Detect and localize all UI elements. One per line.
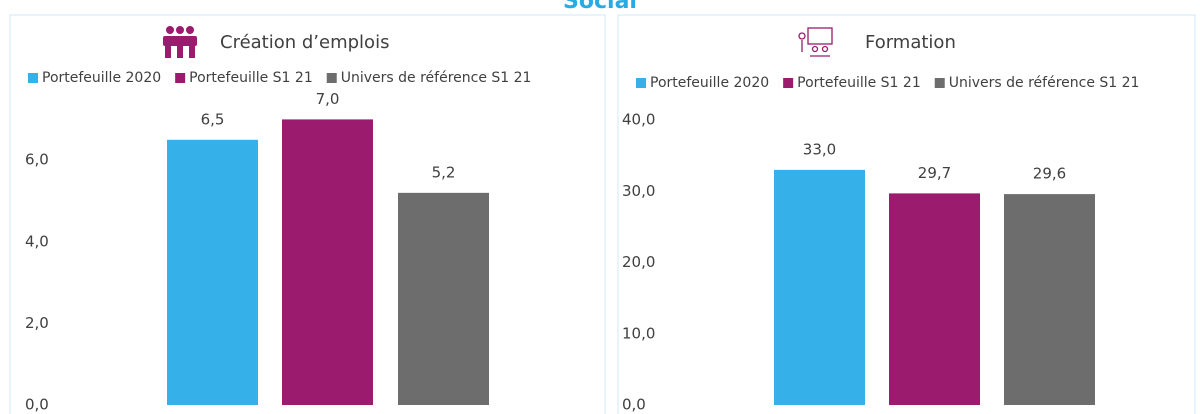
legend-label: Portefeuille 2020 [42, 70, 161, 86]
chart-title: Formation [865, 32, 956, 53]
legend-swatch [28, 73, 38, 83]
data-label: 7,0 [316, 90, 340, 108]
page-title: Social [563, 0, 637, 14]
legend-label: Portefeuille 2020 [650, 75, 769, 91]
legend-swatch [783, 78, 794, 88]
bar [398, 192, 489, 405]
bar [1004, 194, 1095, 405]
bar [167, 139, 258, 406]
legend-label: Univers de référence S1 21 [341, 70, 532, 86]
bar [774, 169, 865, 405]
y-tick-label: 30,0 [622, 182, 655, 200]
legend-label: Portefeuille S1 21 [797, 75, 921, 91]
legend-label: Portefeuille S1 21 [189, 70, 313, 86]
bar [889, 193, 980, 405]
y-tick-label: 6,0 [25, 151, 49, 169]
panel [617, 14, 1196, 414]
y-tick-label: 4,0 [25, 232, 49, 250]
y-tick-label: 0,0 [622, 396, 646, 414]
legend-swatch [934, 78, 945, 88]
data-label: 33,0 [803, 140, 836, 158]
data-label: 29,7 [918, 164, 951, 182]
legend-swatch [326, 73, 337, 83]
training-icon [798, 27, 833, 57]
data-label: 29,6 [1033, 165, 1066, 183]
data-label: 5,2 [432, 163, 456, 181]
y-tick-label: 10,0 [622, 324, 655, 342]
people-icon [163, 26, 197, 58]
chart-title: Création d’emplois [220, 32, 389, 53]
y-tick-label: 2,0 [25, 314, 49, 332]
panel [9, 14, 606, 414]
data-label: 6,5 [201, 110, 225, 128]
y-tick-label: 20,0 [622, 253, 655, 271]
legend-swatch [636, 78, 646, 88]
bar [282, 119, 373, 406]
y-tick-label: 0,0 [25, 396, 49, 414]
legend-label: Univers de référence S1 21 [949, 75, 1140, 91]
legend-swatch [175, 73, 186, 83]
y-tick-label: 40,0 [622, 111, 655, 129]
